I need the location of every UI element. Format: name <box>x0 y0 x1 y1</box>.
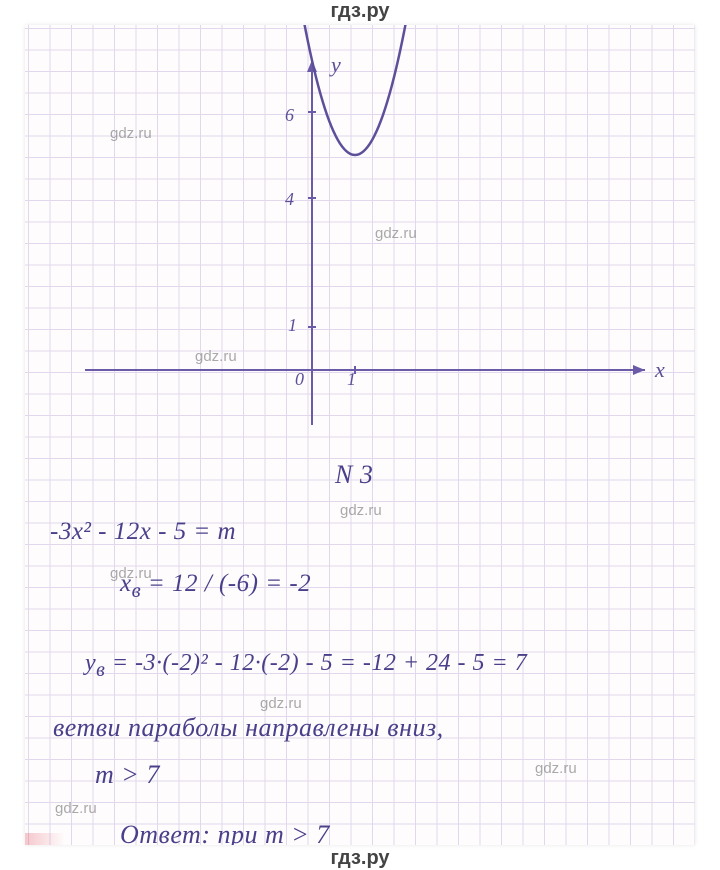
line-answer: Ответ: при m > 7 <box>120 820 330 845</box>
axis-origin: 0 <box>295 369 304 390</box>
watermark: gdz.ru <box>375 225 417 242</box>
page-header: гдз.ру <box>0 0 720 23</box>
line-branches: ветви параболы направлены вниз, <box>53 713 444 743</box>
axis-label-x: x <box>655 357 665 383</box>
line-vertex-y: yв = -3·(-2)² - 12·(-2) - 5 = -12 + 24 -… <box>85 650 527 682</box>
watermark: gdz.ru <box>195 348 237 365</box>
ytick-4: 4 <box>285 189 294 210</box>
notebook-paper: y x 0 1 1 4 6 N 3 -3x² - 12x - 5 = m xв … <box>25 25 695 845</box>
watermark: gdz.ru <box>340 502 382 519</box>
axis-label-y: y <box>331 52 341 78</box>
watermark: gdz.ru <box>110 565 152 582</box>
line-equation: -3x² - 12x - 5 = m <box>50 518 236 546</box>
watermark: gdz.ru <box>55 800 97 817</box>
watermark: gdz.ru <box>260 695 302 712</box>
red-edge <box>25 833 65 845</box>
ytick-1: 1 <box>288 315 297 336</box>
heading-n3: N 3 <box>335 460 373 490</box>
ytick-6: 6 <box>285 105 294 126</box>
xtick-1: 1 <box>347 369 356 390</box>
watermark: gdz.ru <box>110 125 152 142</box>
page-footer: гдз.ру <box>0 847 720 870</box>
watermark: gdz.ru <box>535 760 577 777</box>
line-m-condition: m > 7 <box>95 760 160 790</box>
